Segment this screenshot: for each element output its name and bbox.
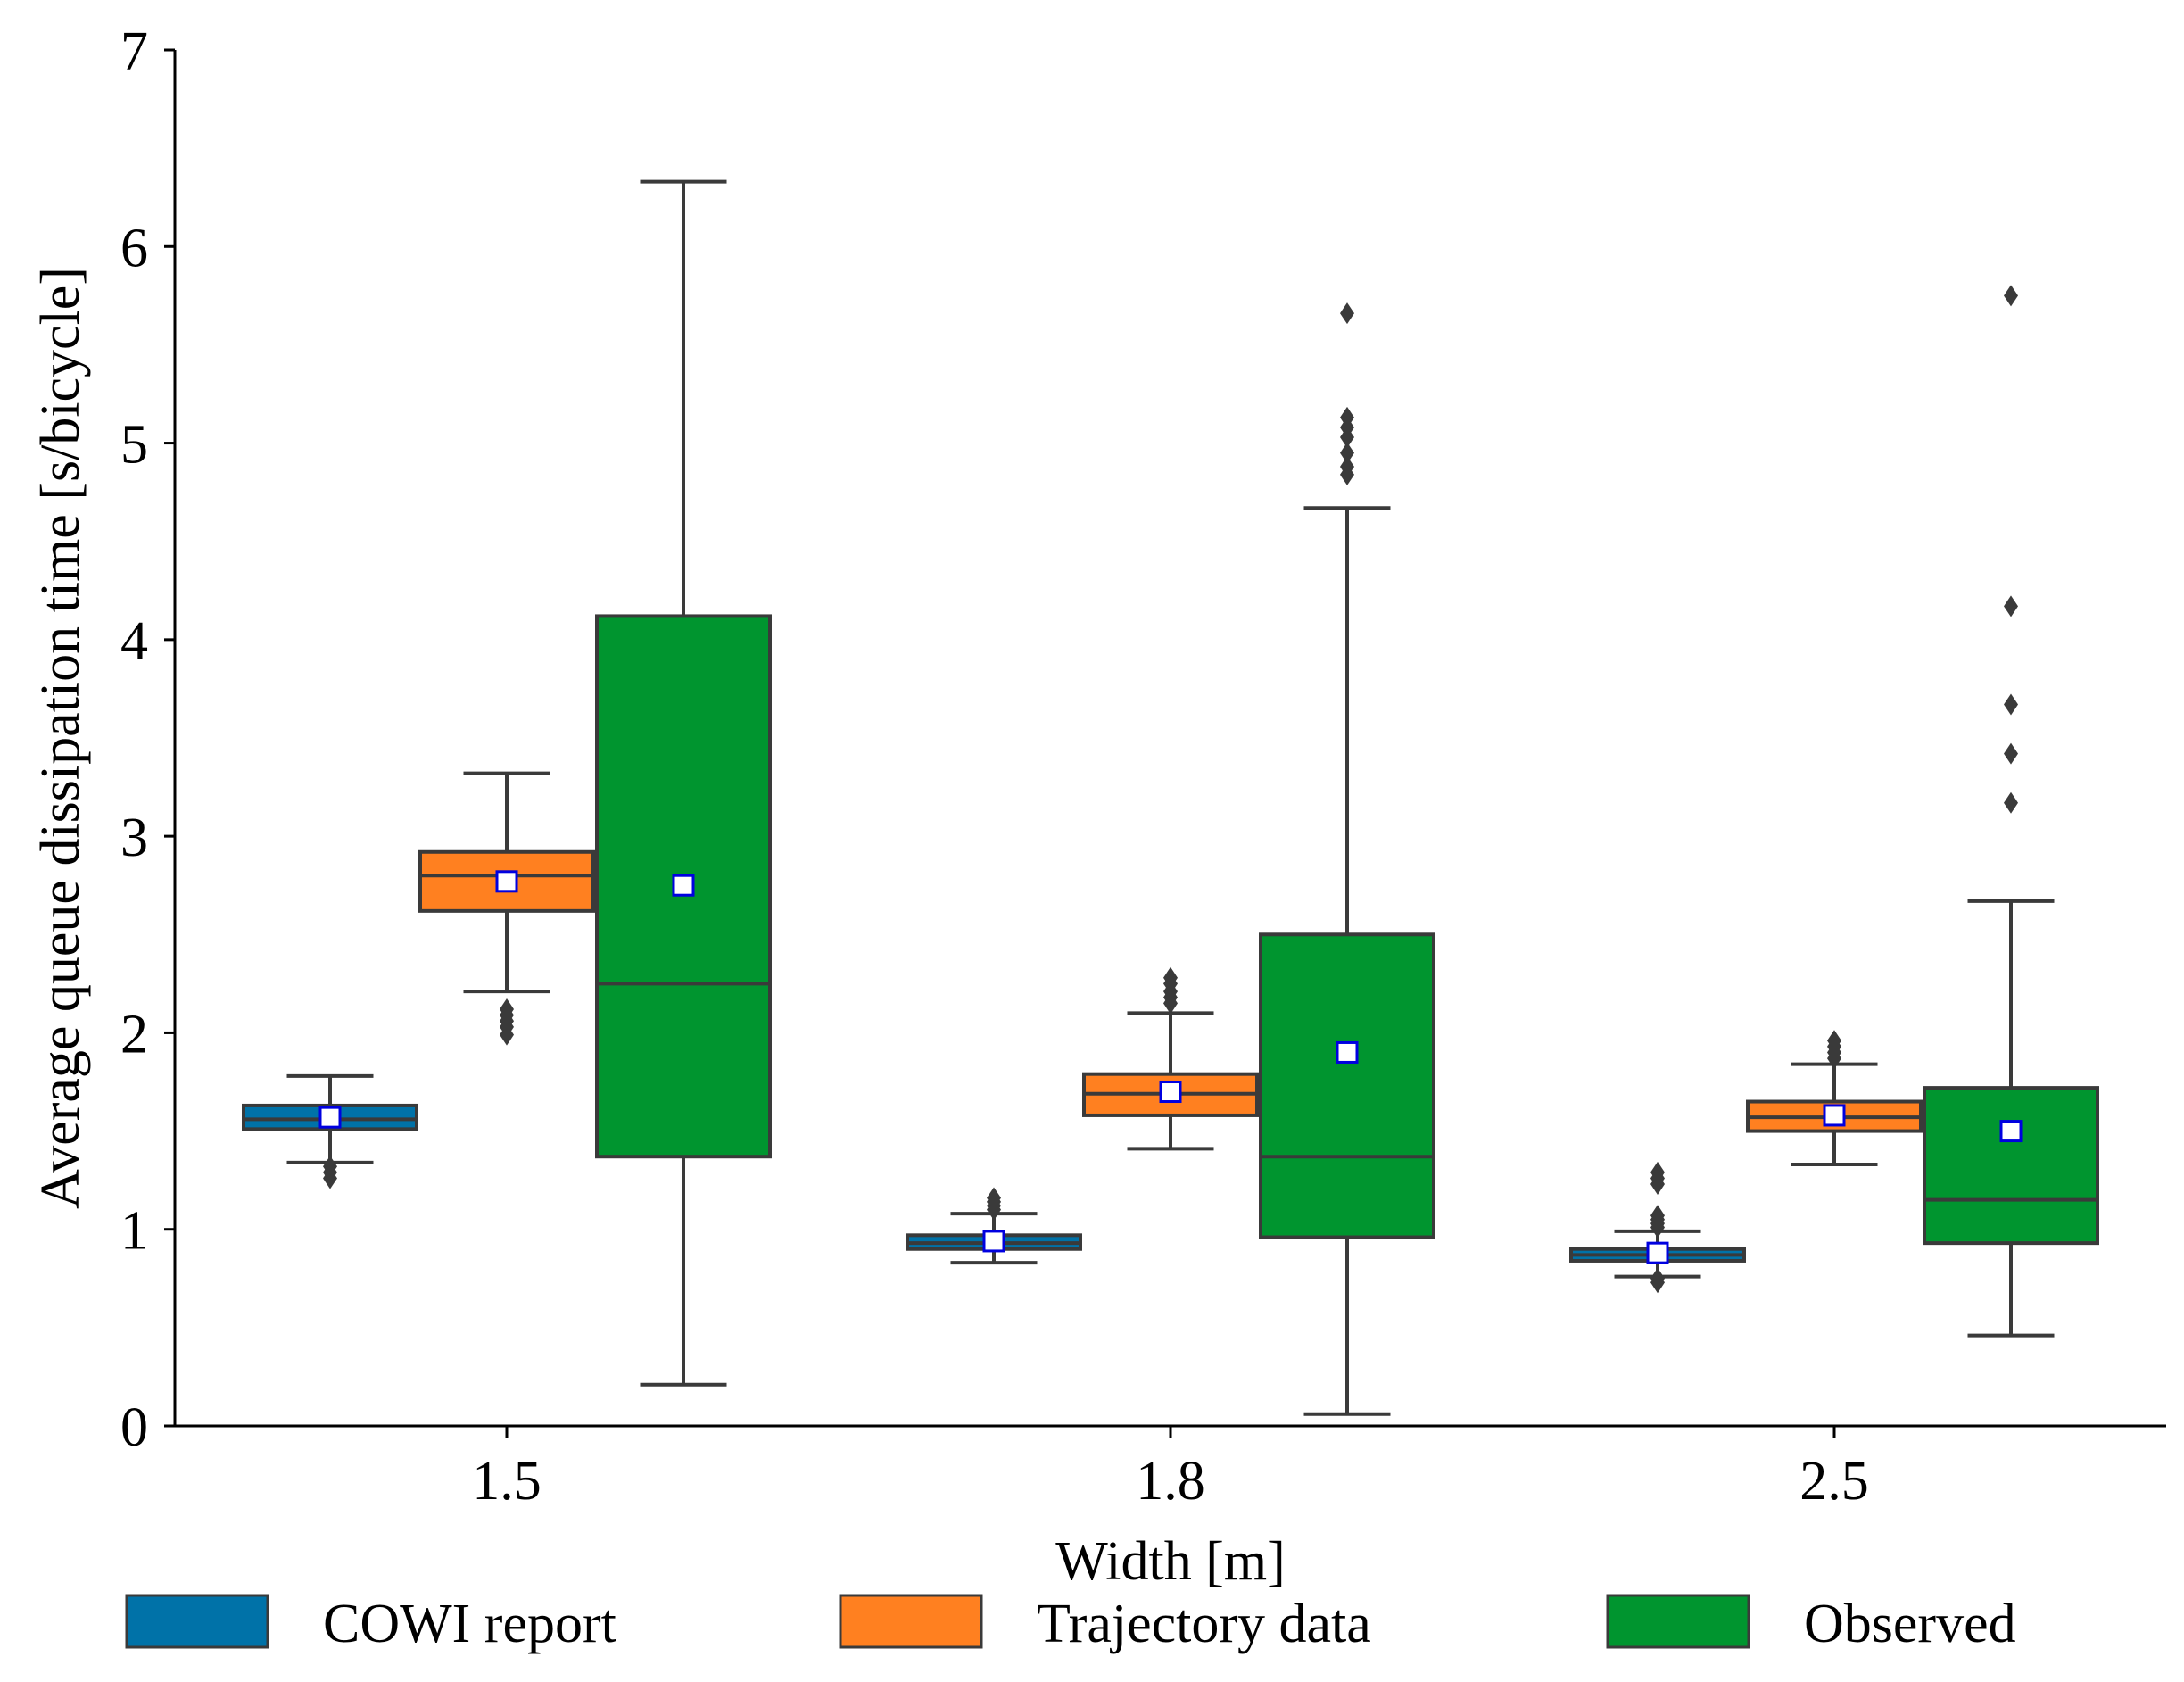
axes-layer [173,50,2166,1428]
outlier-point [2004,791,2018,814]
mean-marker [672,874,695,897]
outlier-point [1827,1030,1841,1052]
outlier-point [1650,1267,1665,1289]
legend-label: Trajectory data [1037,1594,1371,1654]
outlier-point [1163,966,1178,989]
box-group [906,1187,1082,1265]
box-group [595,179,772,1387]
outlier-point [1340,456,1354,478]
y-tick-label: 1 [120,1201,148,1262]
legend-item: Observed [1606,1594,2016,1654]
mean-marker [1823,1104,1846,1127]
outlier-point [500,998,514,1020]
y-tick-label: 3 [120,808,148,868]
outlier-point [1650,1205,1665,1227]
x-tick-label: 1.8 [1136,1451,1205,1512]
outlier-point [1340,406,1354,428]
x-axis-label: Width [m] [1055,1531,1286,1592]
y-tick-label: 4 [120,611,148,672]
mean-marker [495,870,518,893]
legend: COWI report Trajectory data Observed [125,1594,2016,1654]
mean-marker [1159,1081,1182,1104]
mean-marker [1999,1120,2023,1143]
y-tick-label: 0 [120,1397,148,1458]
x-tick-label: 1.5 [472,1451,542,1512]
legend-swatch [1606,1594,1750,1649]
mean-marker [318,1106,342,1129]
outlier-point [1340,302,1354,325]
legend-item: Trajectory data [839,1594,1371,1654]
y-axis-label: Average queue dissipation time [s/bicycl… [30,267,91,1209]
legend-item: COWI report [125,1594,616,1654]
box-group [1259,302,1435,1416]
legend-label: Observed [1804,1594,2016,1654]
outlier-point [323,1156,337,1178]
box-group [1923,285,2099,1338]
mean-marker [982,1230,1005,1253]
outlier-point [1340,442,1354,464]
y-ticks: 0 1 2 3 4 5 6 7 [120,21,175,1458]
outlier-point [2004,595,2018,617]
legend-label: COWI report [323,1594,616,1654]
outlier-point [987,1187,1001,1209]
box-iqr [418,849,595,913]
legend-swatch [125,1594,269,1649]
box-group [1746,1030,1923,1167]
y-tick-label: 2 [120,1004,148,1065]
mean-marker [1336,1040,1359,1064]
box-group [1082,966,1259,1151]
y-tick-label: 6 [120,218,148,278]
outlier-point [1650,1161,1665,1183]
mean-marker [1646,1241,1669,1264]
x-ticks: 1.5 1.8 2.5 [472,1426,1869,1512]
box-group [1569,1161,1746,1294]
box-group [418,771,595,1046]
box-group [242,1073,418,1189]
y-tick-label: 5 [120,415,148,476]
boxes-layer [242,179,2099,1416]
x-tick-label: 2.5 [1799,1451,1869,1512]
outlier-point [2004,742,2018,765]
outlier-point [2004,693,2018,716]
legend-swatch [839,1594,983,1649]
y-tick-label: 7 [120,21,148,82]
outlier-point [2004,285,2018,307]
box-iqr [1259,932,1435,1239]
box-iqr [1923,1086,2099,1246]
